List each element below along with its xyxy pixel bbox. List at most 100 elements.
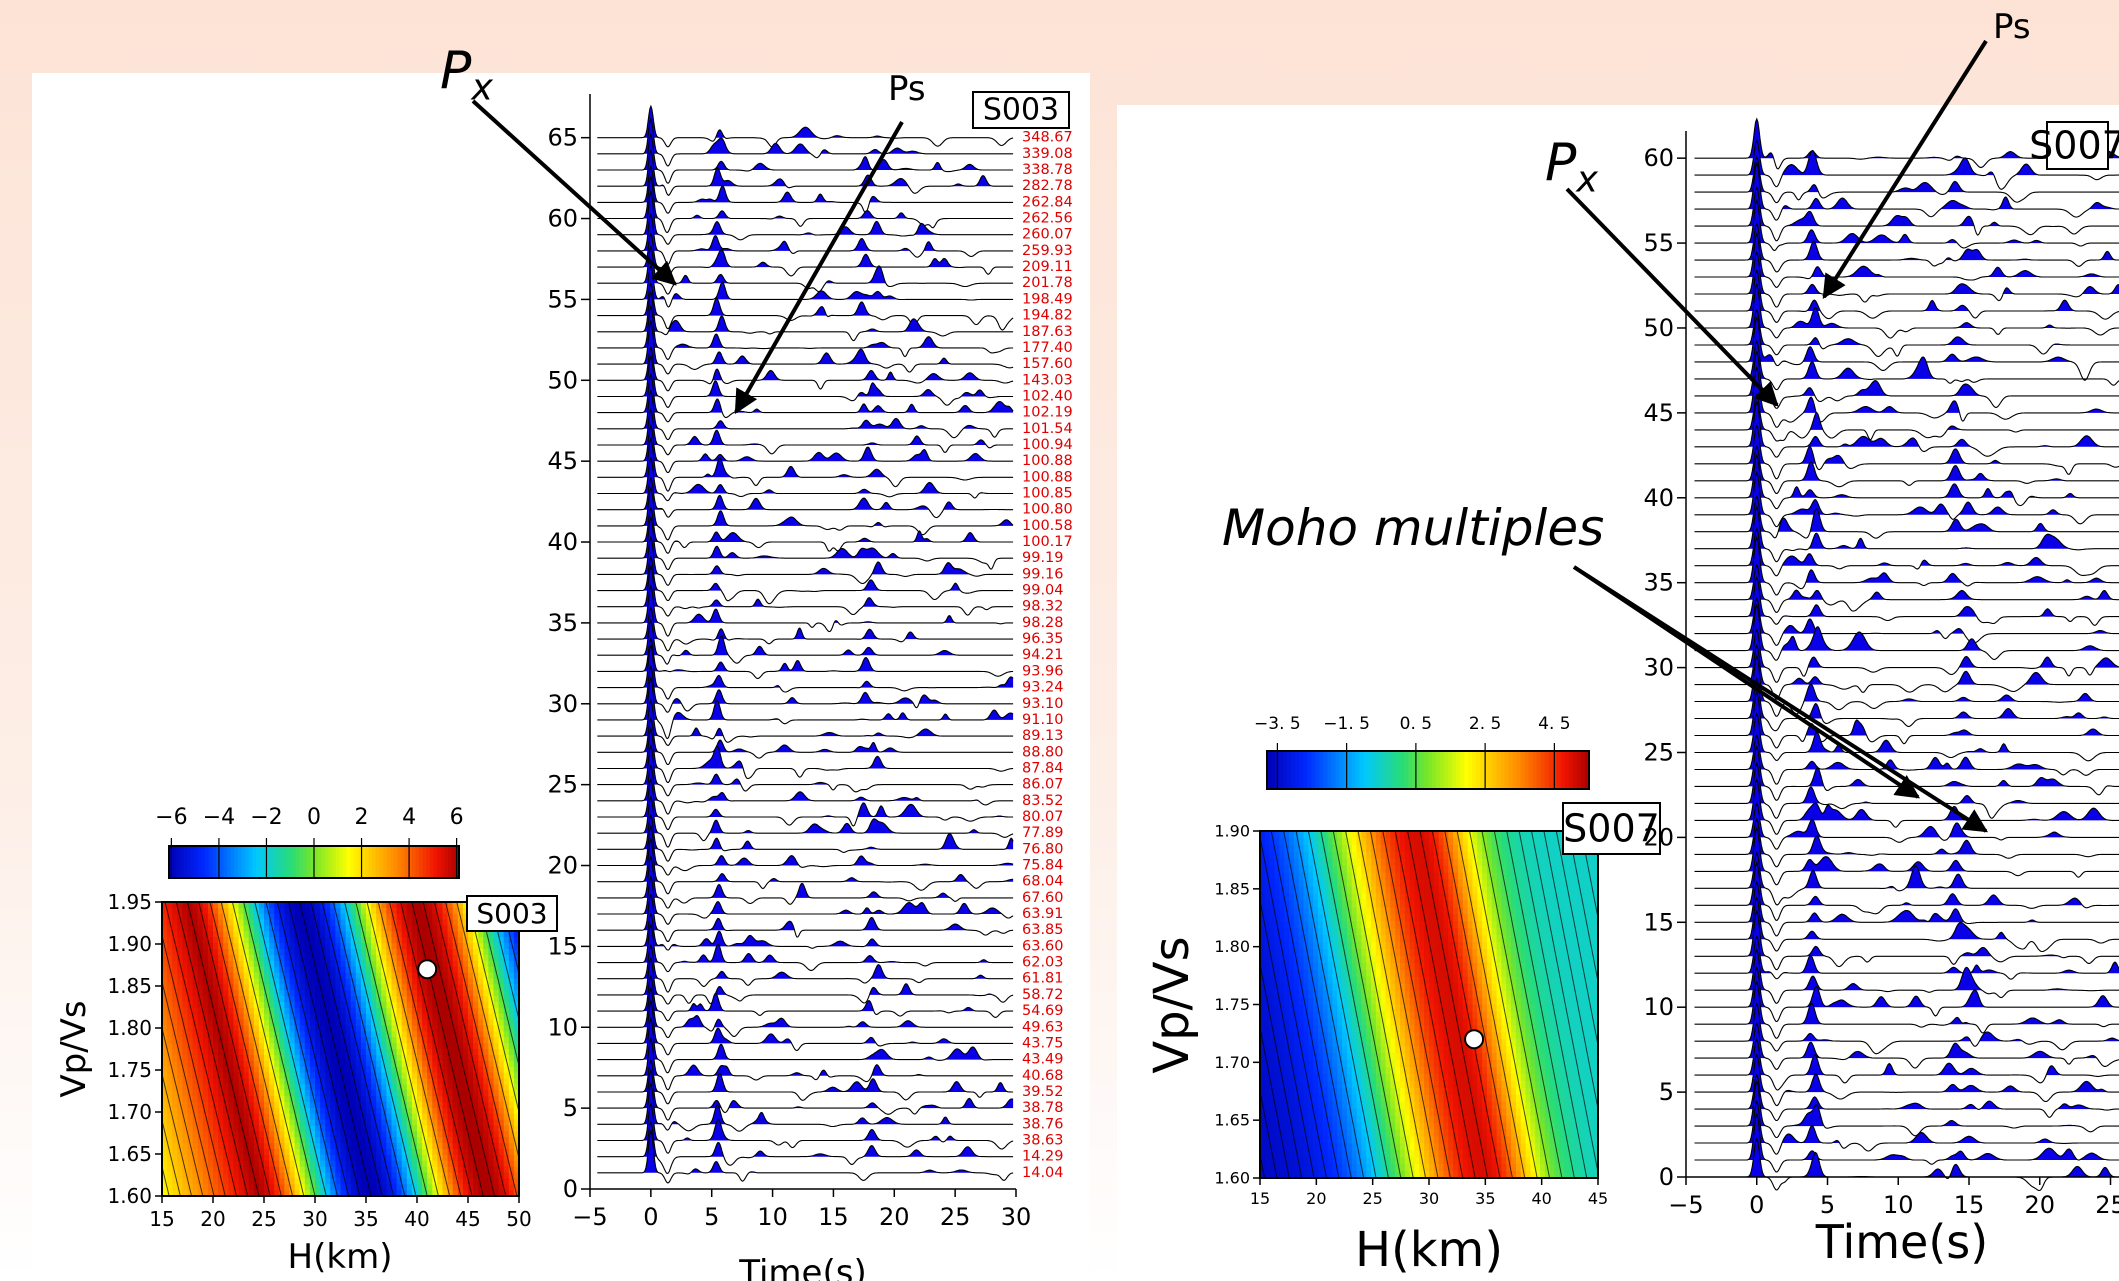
heatmap-cell [1342, 969, 1348, 978]
heatmap-cell [325, 972, 331, 980]
trace-label: 177.40 [1022, 340, 1073, 356]
heatmap-cell [381, 954, 387, 962]
heatmap-cell [197, 978, 204, 985]
trace [597, 117, 1014, 167]
heatmap-cell [1269, 851, 1276, 860]
heatmap-cell [381, 1019, 387, 1027]
heatmap-cell [478, 1119, 484, 1127]
heatmap-cell [258, 1178, 265, 1185]
heatmap-cell [473, 984, 479, 991]
trace [597, 345, 1014, 392]
heatmap-cell [248, 1190, 255, 1196]
heatmap-cell [192, 1107, 199, 1115]
heatmap-cell [1337, 1129, 1343, 1137]
heatmap-cell [182, 902, 189, 909]
heatmap-cell [299, 1119, 306, 1127]
heatmap-cell [488, 990, 495, 997]
heatmap-cell [1284, 1150, 1290, 1158]
trace-label: 67.60 [1022, 890, 1064, 906]
heatmap-cell [284, 1101, 291, 1109]
trace-label: 339.08 [1022, 146, 1073, 162]
heatmap-cell [1308, 872, 1314, 881]
heatmap-cell [228, 1049, 234, 1056]
heatmap-cell [325, 1019, 331, 1027]
heatmap-cell [1288, 872, 1295, 881]
heatmap-cell [1337, 1143, 1343, 1151]
heatmap-cell [309, 1101, 316, 1109]
heatmap-cell [1317, 983, 1324, 992]
heatmap-cell [233, 1037, 240, 1044]
heatmap-cell [401, 1066, 408, 1074]
heatmap-cell [1293, 1073, 1300, 1082]
heatmap-cell [427, 1078, 433, 1085]
trace-label: 348.67 [1022, 130, 1073, 146]
heatmap-cell [335, 937, 342, 944]
heatmap-cell [207, 1066, 214, 1074]
heatmap-cell [457, 1113, 464, 1121]
heatmap-cell [162, 1160, 168, 1168]
heatmap-cell [432, 1025, 438, 1032]
heatmap-cell [386, 1148, 393, 1156]
heatmap-cell [177, 978, 183, 985]
heatmap-cell [294, 907, 301, 915]
heatmap-cell [1284, 1080, 1290, 1089]
heatmap-cell [243, 1113, 250, 1121]
heatmap-cell [258, 937, 265, 944]
heatmap-cell [513, 1013, 519, 1021]
heatmap-cell [1298, 942, 1305, 950]
heatmap-cell [294, 960, 301, 968]
y-tick-label: 15 [547, 932, 578, 960]
heatmap-cell [386, 1154, 393, 1162]
heatmap-cell [1317, 1094, 1324, 1103]
heatmap-cell [218, 1054, 224, 1062]
heatmap-cell [371, 1049, 377, 1056]
heatmap-cell [1308, 844, 1314, 853]
heatmap-cell [248, 907, 255, 915]
x-tick-label: 35 [353, 1207, 378, 1231]
heatmap-cell [340, 925, 347, 932]
heatmap-cell [289, 984, 296, 991]
heatmap-cell [442, 1072, 449, 1079]
heatmap-cell [468, 1178, 474, 1185]
heatmap-cell [253, 1172, 260, 1179]
heatmap-cell [1269, 921, 1276, 929]
heatmap-cell [192, 1066, 199, 1074]
heatmap-cell [513, 949, 519, 956]
heatmap-cell [315, 919, 321, 927]
colorbar-cell [237, 846, 243, 878]
heatmap-cell [1274, 837, 1280, 846]
heatmap-cell [1322, 865, 1329, 874]
heatmap-cell [488, 984, 495, 991]
heatmap-cell [422, 902, 428, 909]
heatmap-cell [320, 1037, 326, 1044]
heatmap-cell [478, 1013, 484, 1021]
heatmap-cell [462, 907, 469, 915]
heatmap-cell [1260, 969, 1266, 978]
heatmap-cell [289, 1137, 296, 1144]
heatmap-cell [207, 931, 214, 938]
heatmap-cell [371, 1101, 377, 1109]
heatmap-cell [264, 943, 270, 950]
heatmap-cell [1288, 1032, 1295, 1040]
heatmap-cell [350, 1019, 357, 1027]
heatmap-cell [207, 1154, 214, 1162]
heatmap-cell [1342, 879, 1348, 888]
heatmap-cell [253, 1054, 260, 1062]
heatmap-cell [457, 937, 464, 944]
heatmap-cell [1298, 976, 1305, 985]
heatmap-cell [177, 954, 183, 962]
heatmap-cell [513, 984, 519, 991]
heatmap-cell [304, 1178, 311, 1185]
heatmap-cell [284, 1025, 291, 1032]
heatmap-cell [1260, 1087, 1266, 1096]
heatmap-cell [478, 949, 484, 956]
heatmap-cell [1356, 928, 1362, 936]
heatmap-cell [1303, 969, 1309, 978]
heatmap-cell [187, 1125, 194, 1132]
heatmap-cell [493, 1172, 500, 1179]
heatmap-cell [366, 931, 372, 938]
heatmap-cell [299, 972, 306, 980]
trace [597, 1068, 1014, 1121]
heatmap-cell [309, 1037, 316, 1044]
heatmap-cell [274, 978, 280, 985]
